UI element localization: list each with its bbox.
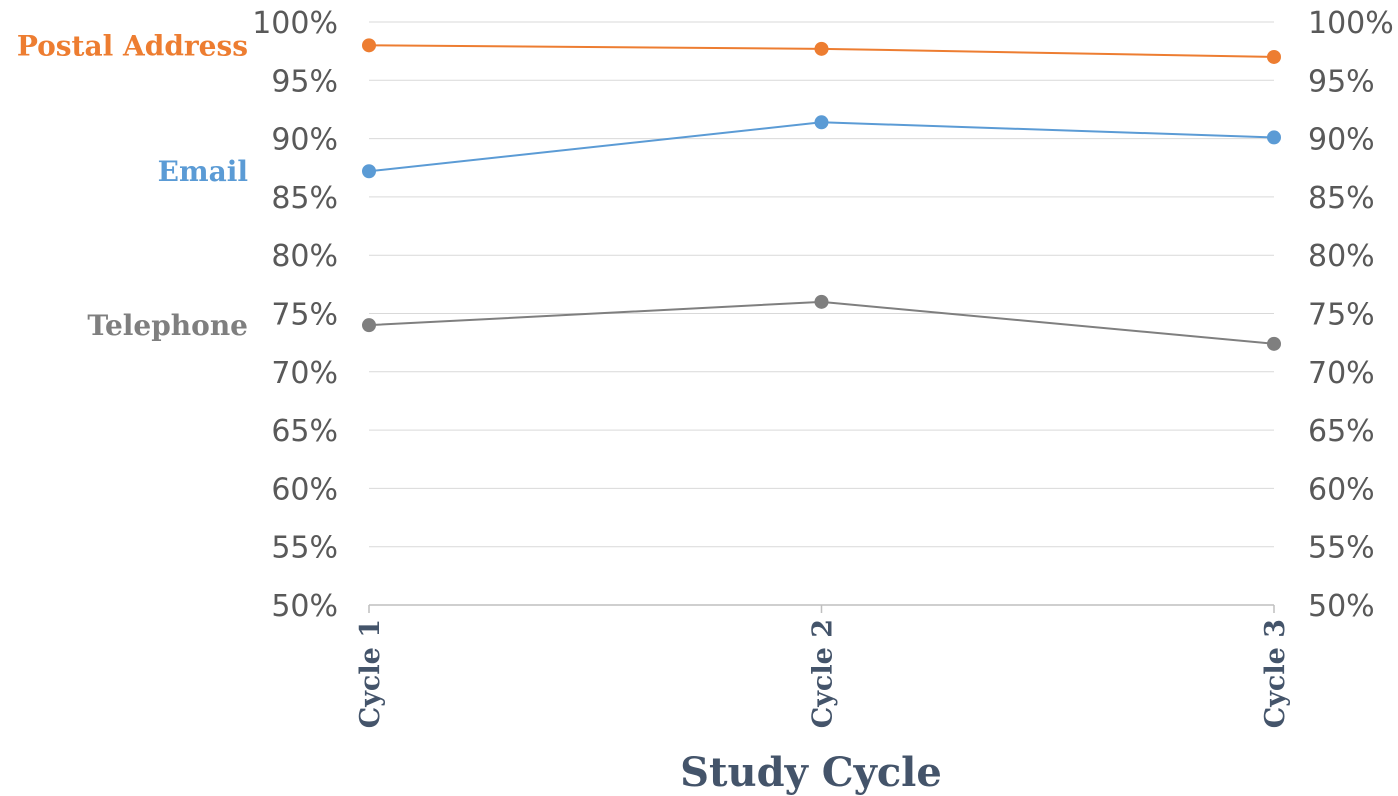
data-point-email <box>1267 130 1281 145</box>
right-y-tick-label: 90% <box>1308 123 1375 158</box>
right-y-tick-label: 70% <box>1308 356 1375 391</box>
data-point-telephone <box>1267 336 1281 351</box>
series-labels: Postal Address Email Telephone <box>17 29 248 342</box>
left-y-tick-label: 70% <box>271 356 338 391</box>
left-y-tick-label: 95% <box>271 64 338 99</box>
left-y-tick-label: 60% <box>271 472 338 507</box>
right-y-axis: 50% 55% 60% 65% 70% 75% 80% 85% 90% 95% 100% <box>1308 6 1394 624</box>
right-y-tick-label: 100% <box>1308 6 1394 41</box>
left-y-tick-label: 100% <box>252 6 338 41</box>
left-y-tick-label: 55% <box>271 531 338 566</box>
x-tick-label: Cycle 2 <box>808 619 839 728</box>
right-y-tick-label: 95% <box>1308 64 1375 99</box>
left-y-tick-label: 75% <box>271 298 338 333</box>
series-label-postal-address: Postal Address <box>17 29 248 62</box>
right-y-tick-label: 55% <box>1308 531 1375 566</box>
series-points <box>362 38 1281 351</box>
left-y-tick-label: 85% <box>271 181 338 216</box>
x-axis: Cycle 1 Cycle 2 Cycle 3 <box>355 605 1291 728</box>
x-axis-title: Study Cycle <box>680 749 942 796</box>
right-y-tick-label: 65% <box>1308 414 1375 449</box>
x-tick-label: Cycle 3 <box>1260 619 1291 728</box>
series-label-email: Email <box>158 155 248 188</box>
right-y-tick-label: 85% <box>1308 181 1375 216</box>
x-tick-label: Cycle 1 <box>355 619 386 728</box>
right-y-tick-label: 75% <box>1308 298 1375 333</box>
data-point-postal-address <box>1267 49 1281 64</box>
series-label-telephone: Telephone <box>87 309 248 342</box>
left-y-tick-label: 65% <box>271 414 338 449</box>
left-y-axis: 50% 55% 60% 65% 70% 75% 80% 85% 90% 95% 100% <box>252 6 338 624</box>
data-point-postal-address <box>814 41 829 56</box>
gridlines <box>369 21 1274 606</box>
right-y-tick-label: 80% <box>1308 239 1375 274</box>
series-line-email <box>368 121 1275 173</box>
left-y-tick-label: 90% <box>271 123 338 158</box>
data-point-postal-address <box>362 38 376 53</box>
left-y-tick-label: 50% <box>271 589 338 624</box>
data-point-telephone <box>362 318 376 333</box>
left-y-tick-label: 80% <box>271 239 338 274</box>
data-point-email <box>362 164 376 179</box>
data-point-telephone <box>814 294 829 309</box>
right-y-tick-label: 60% <box>1308 472 1375 507</box>
data-point-email <box>814 115 829 130</box>
right-y-tick-label: 50% <box>1308 589 1375 624</box>
